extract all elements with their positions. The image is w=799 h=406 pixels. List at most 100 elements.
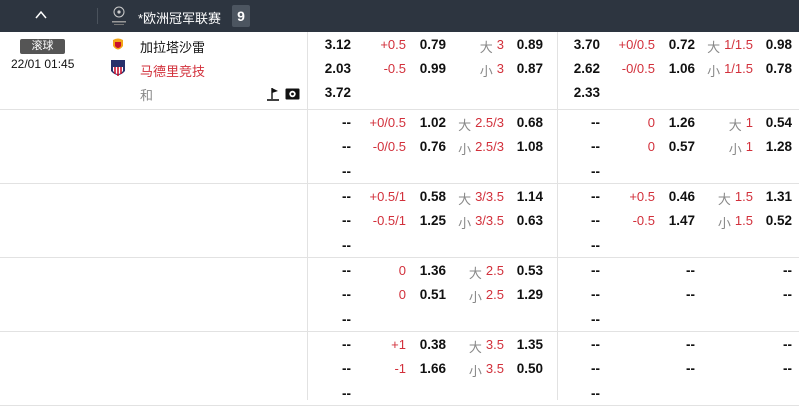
home-team-name[interactable]: 加拉塔沙雷: [140, 40, 206, 55]
over-under-side: 小: [458, 142, 472, 157]
odds-1x2[interactable]: 2.03: [324, 61, 351, 76]
handicap-line: +0/0.5: [618, 37, 655, 52]
odds-1x2[interactable]: 2.62: [573, 61, 600, 76]
over-under-odds[interactable]: 0.78: [765, 61, 792, 76]
handicap-odds[interactable]: 0.46: [668, 189, 695, 204]
odds-1x2[interactable]: --: [591, 164, 600, 179]
handicap-odds[interactable]: 0.51: [419, 287, 446, 302]
over-under-side: 小: [468, 364, 482, 379]
over-under-side: 大: [479, 40, 493, 55]
odds-1x2[interactable]: --: [591, 287, 600, 302]
handicap-odds[interactable]: 1.36: [419, 263, 446, 278]
odds-1x2[interactable]: --: [591, 238, 600, 253]
odds-1x2[interactable]: --: [342, 337, 351, 352]
handicap-odds[interactable]: 0.57: [668, 139, 695, 154]
over-under-odds[interactable]: --: [783, 263, 792, 278]
over-under-odds[interactable]: --: [783, 287, 792, 302]
odds-1x2[interactable]: --: [342, 312, 351, 327]
odds-1x2[interactable]: --: [342, 115, 351, 130]
over-under-side: 小: [458, 216, 472, 231]
handicap-line: -0.5: [632, 213, 655, 228]
handicap-odds[interactable]: --: [686, 287, 695, 302]
over-under-odds[interactable]: 0.87: [516, 61, 543, 76]
over-under-odds[interactable]: 1.28: [765, 139, 792, 154]
handicap-odds[interactable]: 1.25: [419, 213, 446, 228]
odds-1x2[interactable]: --: [591, 337, 600, 352]
odds-1x2[interactable]: --: [591, 386, 600, 401]
over-under-line: 3.5: [485, 361, 504, 376]
odds-1x2[interactable]: --: [591, 189, 600, 204]
handicap-odds[interactable]: 0.38: [419, 337, 446, 352]
odds-1x2[interactable]: --: [342, 164, 351, 179]
handicap-line: 0: [647, 139, 655, 154]
odds-1x2[interactable]: --: [591, 312, 600, 327]
handicap-line: +0.5: [629, 189, 655, 204]
over-under-odds[interactable]: 0.54: [765, 115, 792, 130]
odds-1x2[interactable]: --: [342, 386, 351, 401]
over-under-line: 1/1.5: [724, 37, 753, 52]
home-team-logo: [111, 35, 125, 53]
league-header[interactable]: *欧洲冠军联赛 9: [0, 0, 799, 32]
odds-1x2[interactable]: --: [342, 189, 351, 204]
handicap-odds[interactable]: 0.79: [419, 37, 446, 52]
match-count-badge: 9: [232, 5, 250, 27]
odds-1x2[interactable]: --: [591, 263, 600, 278]
over-under-line: 1: [745, 115, 753, 130]
odds-1x2[interactable]: --: [342, 213, 351, 228]
over-under-odds[interactable]: 0.63: [516, 213, 543, 228]
over-under-line: 1.5: [734, 189, 753, 204]
match-row: -- +0/0.5 1.02 2.5/3 大 0.68 -- -0/0.5 0.76 2.5/3 小…: [0, 110, 799, 184]
over-under-odds[interactable]: 0.52: [765, 213, 792, 228]
over-under-odds[interactable]: 0.98: [765, 37, 792, 52]
over-under-odds[interactable]: --: [783, 361, 792, 376]
over-under-line: 1.5: [734, 213, 753, 228]
odds-1x2[interactable]: --: [342, 238, 351, 253]
handicap-odds[interactable]: --: [686, 263, 695, 278]
odds-1x2[interactable]: --: [591, 139, 600, 154]
odds-1x2[interactable]: 3.72: [324, 85, 351, 100]
handicap-odds[interactable]: 1.47: [668, 213, 695, 228]
over-under-odds[interactable]: 0.50: [516, 361, 543, 376]
handicap-odds[interactable]: 0.58: [419, 189, 446, 204]
live-video-icon[interactable]: [285, 88, 300, 100]
handicap-line: +0.5/1: [369, 189, 406, 204]
odds-1x2[interactable]: --: [342, 361, 351, 376]
odds-1x2[interactable]: --: [591, 213, 600, 228]
over-under-odds[interactable]: 0.89: [516, 37, 543, 52]
handicap-odds[interactable]: --: [686, 361, 695, 376]
odds-1x2[interactable]: --: [342, 139, 351, 154]
over-under-side: 小: [728, 142, 742, 157]
odds-1x2[interactable]: 3.12: [324, 37, 351, 52]
away-team-name[interactable]: 马德里竞技: [140, 64, 206, 79]
handicap-line: -1: [394, 361, 406, 376]
over-under-odds[interactable]: 1.31: [765, 189, 792, 204]
over-under-odds[interactable]: 1.14: [516, 189, 543, 204]
chevron-up-icon[interactable]: [35, 9, 47, 21]
odds-1x2[interactable]: --: [591, 361, 600, 376]
over-under-odds[interactable]: 0.53: [516, 263, 543, 278]
odds-1x2[interactable]: --: [342, 263, 351, 278]
over-under-odds[interactable]: --: [783, 337, 792, 352]
handicap-odds[interactable]: 1.02: [419, 115, 446, 130]
over-under-line: 3/3.5: [475, 189, 504, 204]
over-under-odds[interactable]: 1.35: [516, 337, 543, 352]
odds-1x2[interactable]: --: [342, 287, 351, 302]
over-under-odds[interactable]: 0.68: [516, 115, 543, 130]
corner-flag-icon[interactable]: [266, 87, 280, 101]
over-under-odds[interactable]: 1.29: [516, 287, 543, 302]
odds-1x2[interactable]: 3.70: [573, 37, 600, 52]
over-under-line: 2.5: [485, 263, 504, 278]
handicap-odds[interactable]: 1.06: [668, 61, 695, 76]
handicap-odds[interactable]: 1.66: [419, 361, 446, 376]
over-under-line: 3/3.5: [475, 213, 504, 228]
handicap-odds[interactable]: 0.76: [419, 139, 446, 154]
handicap-odds[interactable]: --: [686, 337, 695, 352]
handicap-line: +0.5: [380, 37, 406, 52]
handicap-odds[interactable]: 0.72: [668, 37, 695, 52]
handicap-odds[interactable]: 0.99: [419, 61, 446, 76]
odds-1x2[interactable]: 2.33: [573, 85, 600, 100]
column-divider: [557, 32, 558, 400]
over-under-odds[interactable]: 1.08: [516, 139, 543, 154]
odds-1x2[interactable]: --: [591, 115, 600, 130]
handicap-odds[interactable]: 1.26: [668, 115, 695, 130]
